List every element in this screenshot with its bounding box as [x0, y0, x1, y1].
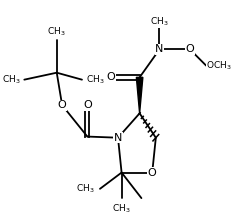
Text: O: O [148, 168, 157, 178]
Text: CH$_3$: CH$_3$ [112, 203, 131, 215]
Text: N: N [114, 133, 122, 143]
Text: CH$_3$: CH$_3$ [2, 73, 21, 86]
Polygon shape [136, 77, 143, 113]
Text: O: O [58, 100, 67, 110]
Text: O: O [186, 44, 194, 55]
Text: OCH$_3$: OCH$_3$ [206, 60, 232, 72]
Text: O: O [83, 100, 92, 110]
Text: N: N [155, 44, 164, 55]
Text: CH$_3$: CH$_3$ [86, 73, 104, 86]
Text: CH$_3$: CH$_3$ [76, 183, 95, 195]
Text: CH$_3$: CH$_3$ [47, 25, 66, 38]
Text: CH$_3$: CH$_3$ [150, 15, 169, 28]
Text: O: O [106, 72, 115, 82]
